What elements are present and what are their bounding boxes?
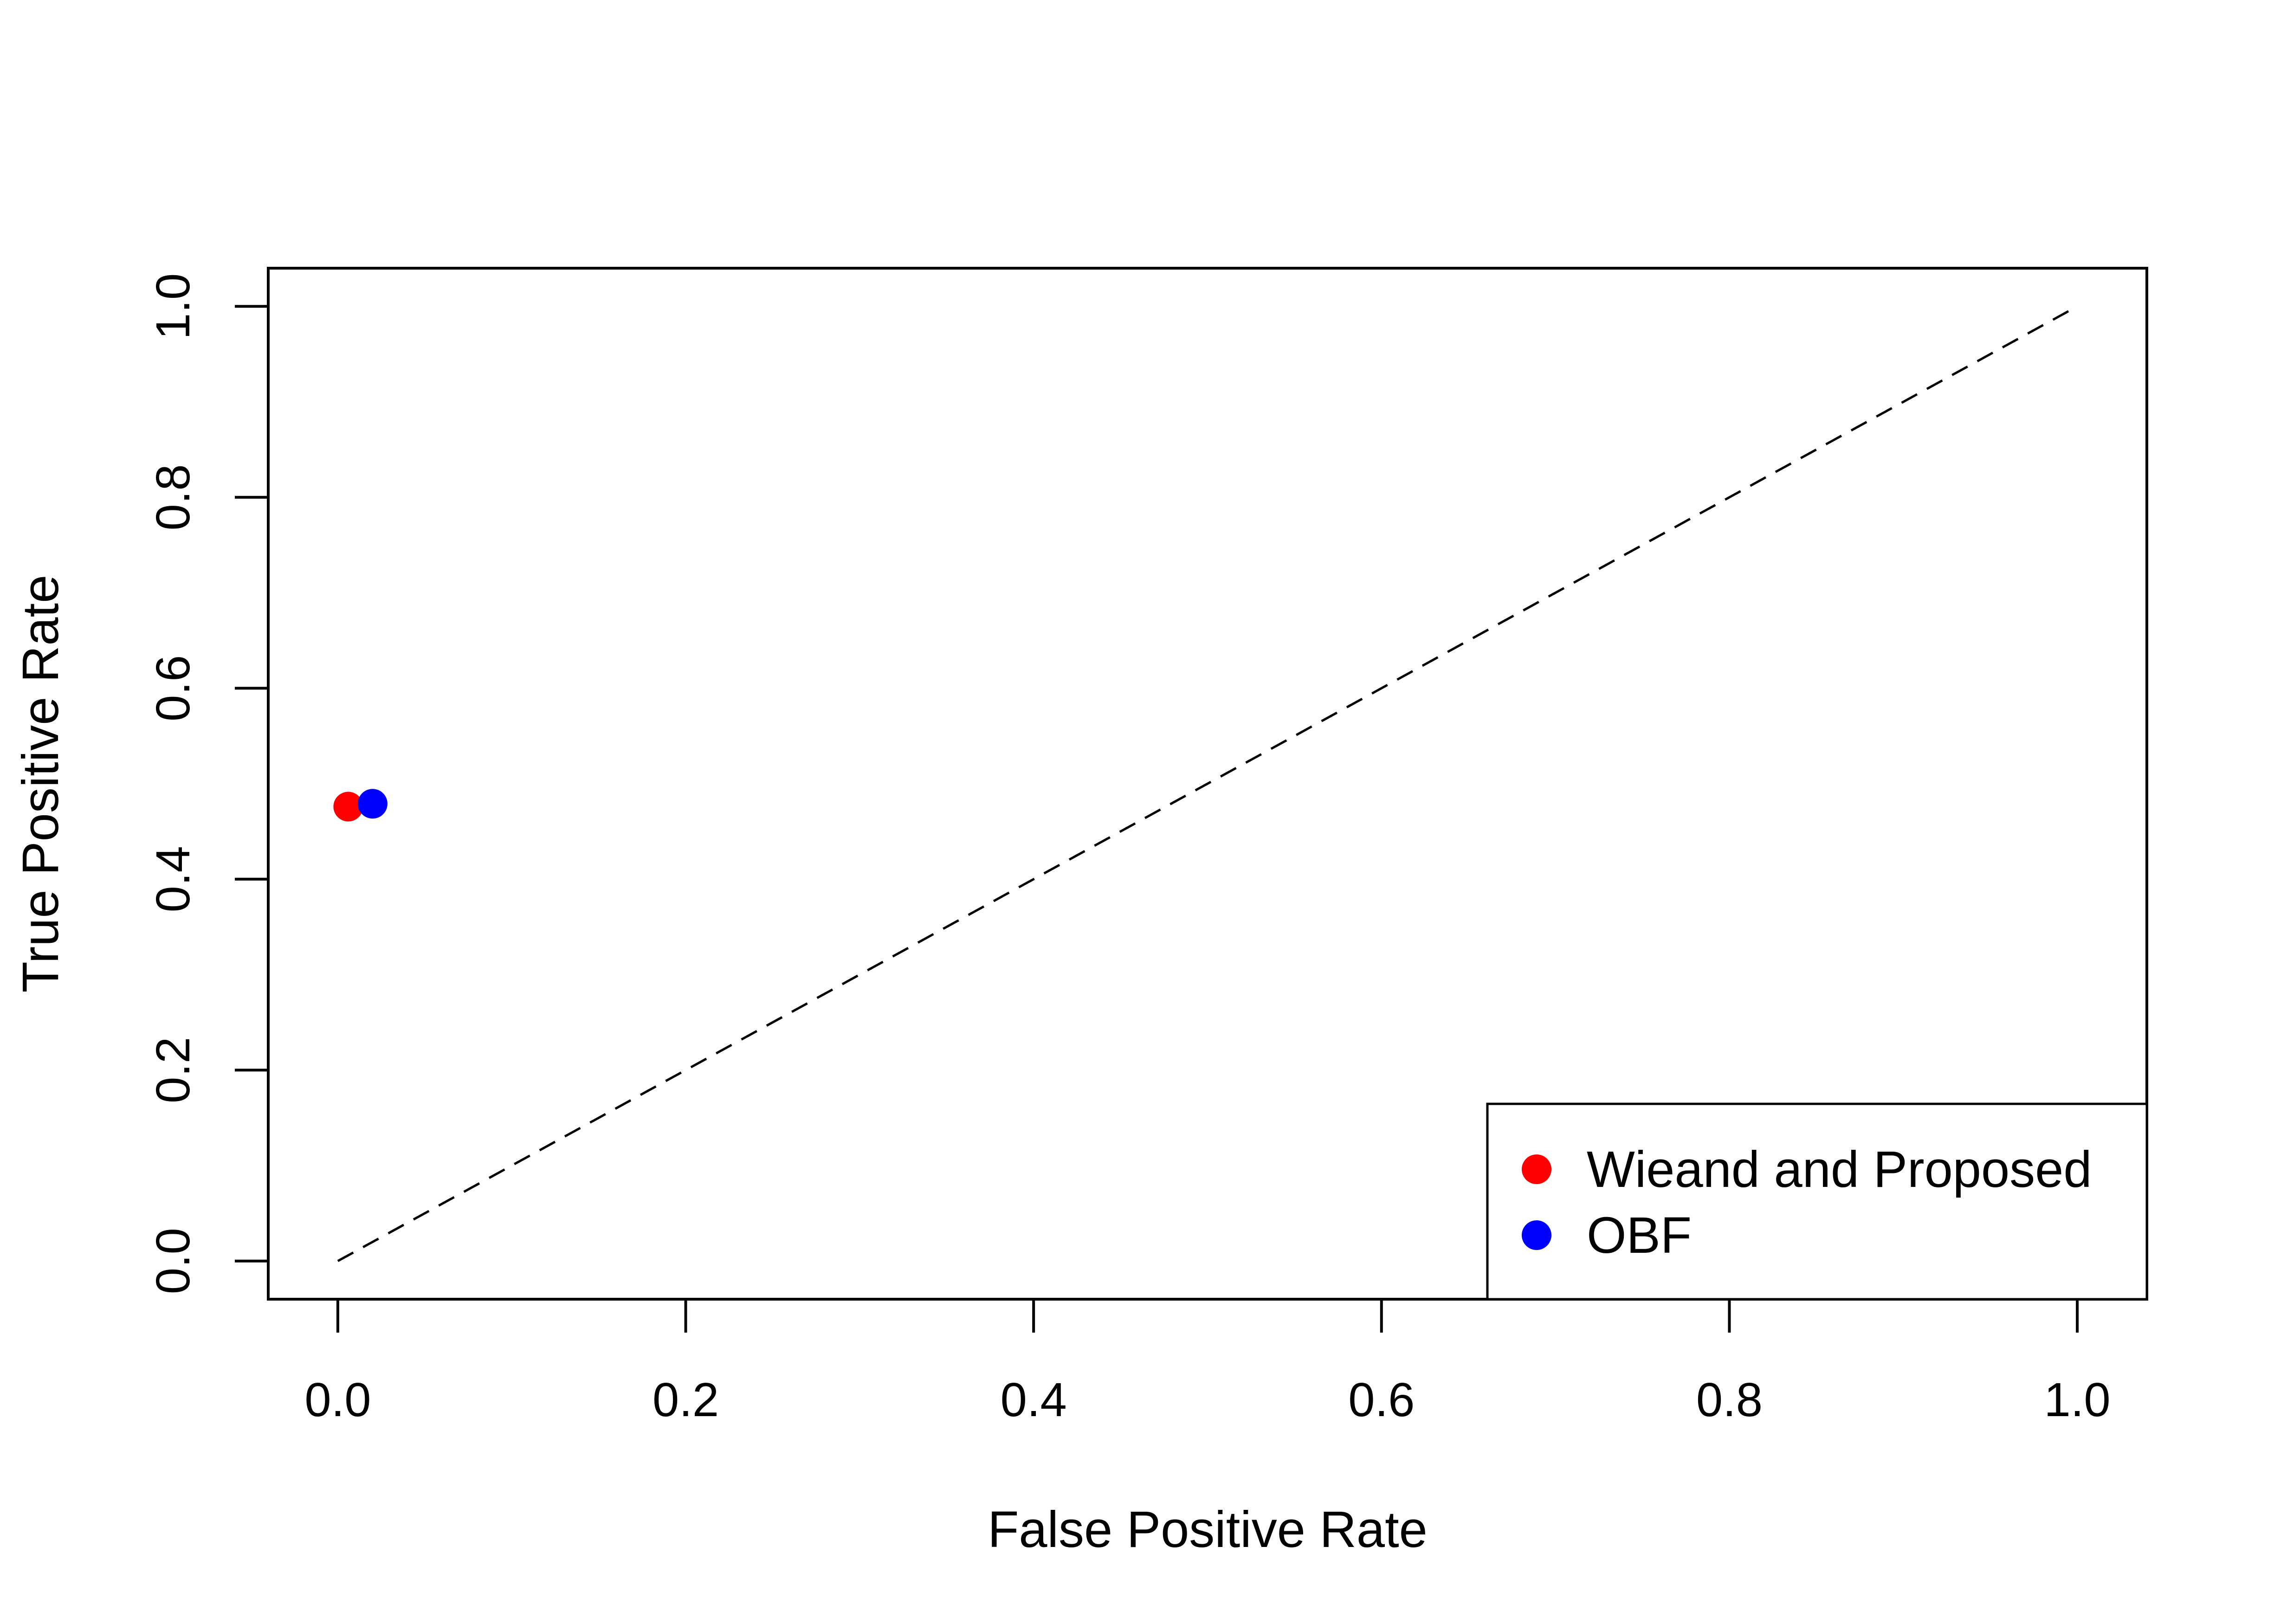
x-tick-label: 0.0 bbox=[304, 1373, 371, 1426]
x-tick-label: 0.8 bbox=[1696, 1373, 1763, 1426]
y-tick-label: 0.2 bbox=[146, 1037, 200, 1103]
y-tick-label: 0.6 bbox=[146, 655, 200, 722]
y-tick-label: 0.4 bbox=[146, 846, 200, 912]
legend-label-obf: OBF bbox=[1587, 1207, 1692, 1264]
data-point-wieand-and-proposed bbox=[333, 792, 363, 822]
x-axis-label: False Positive Rate bbox=[988, 1501, 1428, 1558]
legend-box bbox=[1486, 1102, 2148, 1301]
data-points bbox=[333, 789, 388, 822]
legend-marker-obf bbox=[1522, 1220, 1551, 1250]
y-tick-label: 1.0 bbox=[146, 273, 200, 340]
y-tick-label: 0.0 bbox=[146, 1228, 200, 1294]
legend-label-wieand-and-proposed: Wieand and Proposed bbox=[1587, 1141, 2092, 1198]
x-tick-label: 0.6 bbox=[1348, 1373, 1415, 1426]
x-tick-label: 0.4 bbox=[1001, 1373, 1067, 1426]
legend-marker-wieand-and-proposed bbox=[1522, 1154, 1551, 1184]
y-axis-label: True Positive Rate bbox=[12, 575, 69, 993]
legend: Wieand and Proposed OBF bbox=[1486, 1102, 2148, 1301]
x-axis: 0.0 0.2 0.4 0.6 0.8 1.0 bbox=[304, 1298, 2111, 1426]
diagonal-reference-line bbox=[337, 305, 2078, 1262]
x-tick-label: 1.0 bbox=[2044, 1373, 2110, 1426]
y-axis: 0.0 0.2 0.4 0.6 0.8 1.0 bbox=[146, 273, 270, 1294]
y-tick-label: 0.8 bbox=[146, 464, 200, 530]
x-tick-label: 0.2 bbox=[652, 1373, 719, 1426]
data-point-obf bbox=[357, 789, 388, 819]
